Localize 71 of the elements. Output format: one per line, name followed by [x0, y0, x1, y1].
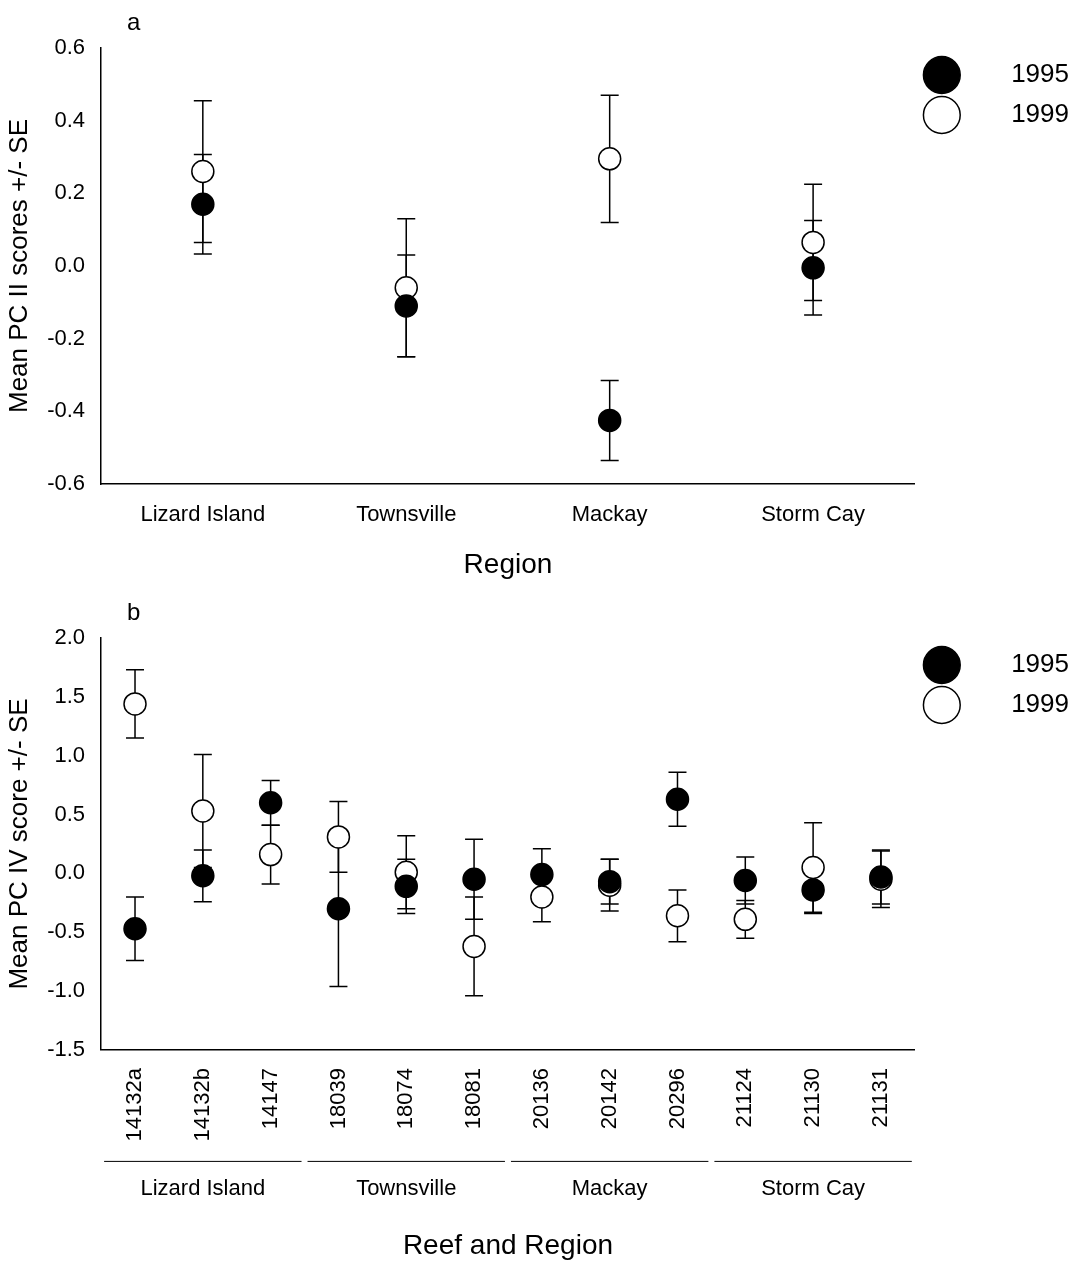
point — [530, 862, 554, 887]
legend-label: 1995 — [967, 58, 1070, 89]
y-tick-label: 1.0 — [54, 741, 86, 767]
point — [394, 294, 418, 318]
y-tick-label: -1.5 — [47, 1036, 86, 1062]
x-tick-label: Storm Cay — [761, 501, 866, 527]
x-tick-label: 14132a — [121, 1067, 147, 1142]
point — [462, 934, 486, 959]
point — [394, 874, 418, 899]
text: Mackay — [571, 1175, 648, 1201]
x-tick-label: 14132b — [188, 1067, 214, 1142]
point — [801, 878, 825, 902]
x-tick-label: 21130 — [799, 1067, 825, 1128]
point — [326, 896, 351, 921]
y-tick-label: 0.4 — [54, 106, 86, 132]
x-tick-label: 18039 — [324, 1067, 350, 1130]
point — [801, 230, 825, 255]
point — [191, 192, 215, 216]
x-tick-label: 21131 — [866, 1067, 892, 1128]
point — [191, 799, 215, 823]
point — [326, 825, 351, 849]
point — [191, 864, 215, 888]
x-tick-label: 18074 — [392, 1067, 418, 1130]
chart-title: a — [127, 8, 142, 35]
y-tick-label: -0.6 — [47, 470, 86, 496]
legend-label: 1999 — [967, 98, 1070, 129]
y-axis-title: Mean PC II scores +/- SE — [2, 118, 33, 414]
x-tick-label: 18081 — [460, 1067, 486, 1130]
point — [123, 692, 147, 716]
point — [597, 147, 622, 171]
y-tick-label: 0.0 — [54, 859, 86, 885]
point — [665, 904, 690, 928]
y-tick-label: 0.6 — [54, 34, 86, 60]
x-axis-title: Region — [463, 547, 553, 579]
point — [530, 885, 554, 909]
point — [258, 791, 283, 815]
point — [597, 408, 622, 433]
point — [191, 159, 215, 184]
x-axis-title: Reef and Region — [402, 1228, 614, 1260]
legend-label: 1995 — [967, 648, 1070, 679]
chart-title: b — [127, 598, 141, 625]
x-tick-label: 20296 — [663, 1067, 689, 1130]
point — [462, 867, 486, 892]
text: Lizard Island — [140, 1175, 266, 1201]
y-axis-title: Mean PC IV score +/- SE — [2, 698, 33, 990]
x-tick-label: Townsville — [356, 501, 457, 527]
legend-label: 1999 — [967, 688, 1070, 719]
point — [733, 907, 758, 932]
x-tick-label: Mackay — [571, 501, 648, 527]
y-tick-label: -0.2 — [47, 324, 86, 350]
y-tick-label: 2.0 — [54, 624, 86, 650]
x-tick-label: 14147 — [256, 1067, 282, 1130]
text: Storm Cay — [761, 1175, 866, 1201]
point — [801, 855, 825, 880]
x-tick-label: Lizard Island — [140, 501, 266, 527]
point — [733, 868, 758, 893]
text: Townsville — [356, 1175, 457, 1201]
y-tick-label: -1.0 — [47, 977, 86, 1003]
y-tick-label: 0.2 — [54, 179, 86, 205]
y-tick-label: 1.5 — [54, 682, 86, 708]
x-tick-label: 20142 — [595, 1067, 621, 1130]
x-tick-label: 21124 — [731, 1067, 757, 1128]
x-tick-label: 20136 — [527, 1067, 553, 1130]
y-tick-label: 0.5 — [54, 800, 86, 826]
point — [258, 842, 283, 867]
point — [123, 917, 147, 941]
point — [801, 256, 825, 280]
y-tick-label: 0.0 — [54, 252, 86, 278]
y-tick-label: -0.5 — [47, 918, 86, 944]
point — [665, 787, 690, 812]
y-tick-label: -0.4 — [47, 397, 86, 423]
